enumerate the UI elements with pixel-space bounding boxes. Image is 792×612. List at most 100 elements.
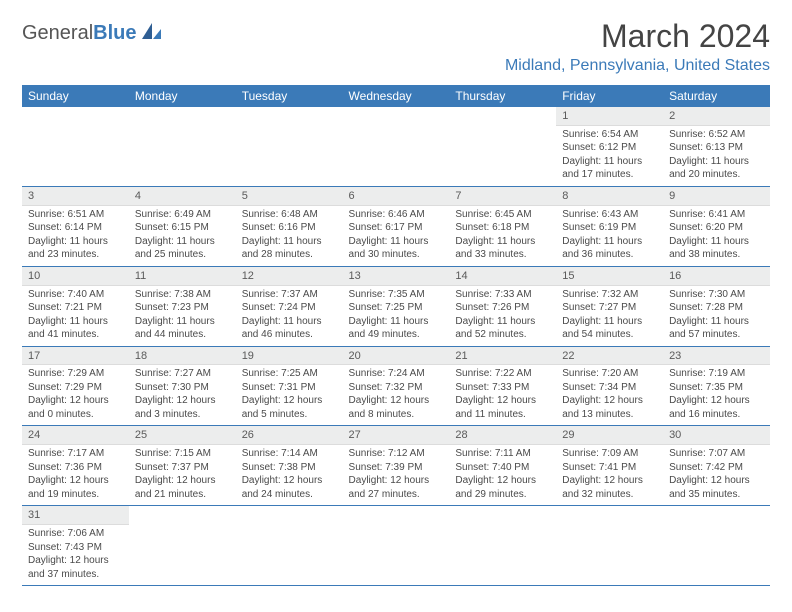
day-details: Sunrise: 7:33 AMSunset: 7:26 PMDaylight:… <box>449 286 556 346</box>
calendar-day: 23Sunrise: 7:19 AMSunset: 7:35 PMDayligh… <box>663 346 770 426</box>
calendar-day: 19Sunrise: 7:25 AMSunset: 7:31 PMDayligh… <box>236 346 343 426</box>
sunset-text: Sunset: 7:26 PM <box>455 301 550 315</box>
day-header: Saturday <box>663 85 770 107</box>
day-number: 15 <box>556 267 663 286</box>
day-number: 7 <box>449 187 556 206</box>
calendar-day: 22Sunrise: 7:20 AMSunset: 7:34 PMDayligh… <box>556 346 663 426</box>
calendar-day: 12Sunrise: 7:37 AMSunset: 7:24 PMDayligh… <box>236 266 343 346</box>
day-details: Sunrise: 7:06 AMSunset: 7:43 PMDaylight:… <box>22 525 129 585</box>
sunset-text: Sunset: 6:14 PM <box>28 221 123 235</box>
day-details: Sunrise: 6:52 AMSunset: 6:13 PMDaylight:… <box>663 126 770 186</box>
sunrise-text: Sunrise: 6:45 AM <box>455 208 550 222</box>
daylight-text: Daylight: 12 hours and 32 minutes. <box>562 474 657 501</box>
daylight-text: Daylight: 11 hours and 57 minutes. <box>669 315 764 342</box>
calendar-day: 15Sunrise: 7:32 AMSunset: 7:27 PMDayligh… <box>556 266 663 346</box>
day-number: 24 <box>22 426 129 445</box>
sunset-text: Sunset: 6:15 PM <box>135 221 230 235</box>
sunrise-text: Sunrise: 7:35 AM <box>349 288 444 302</box>
sunrise-text: Sunrise: 7:22 AM <box>455 367 550 381</box>
day-number: 2 <box>663 107 770 126</box>
day-number: 9 <box>663 187 770 206</box>
location-subtitle: Midland, Pennsylvania, United States <box>505 57 770 75</box>
day-number: 13 <box>343 267 450 286</box>
logo: GeneralBlue <box>22 22 163 45</box>
calendar-day: 31Sunrise: 7:06 AMSunset: 7:43 PMDayligh… <box>22 506 129 586</box>
sunrise-text: Sunrise: 7:40 AM <box>28 288 123 302</box>
sunset-text: Sunset: 7:38 PM <box>242 461 337 475</box>
sunset-text: Sunset: 6:12 PM <box>562 141 657 155</box>
day-header: Sunday <box>22 85 129 107</box>
sunrise-text: Sunrise: 6:54 AM <box>562 128 657 142</box>
sunrise-text: Sunrise: 7:20 AM <box>562 367 657 381</box>
day-details: Sunrise: 7:32 AMSunset: 7:27 PMDaylight:… <box>556 286 663 346</box>
sunrise-text: Sunrise: 7:07 AM <box>669 447 764 461</box>
day-number: 30 <box>663 426 770 445</box>
day-details: Sunrise: 6:48 AMSunset: 6:16 PMDaylight:… <box>236 206 343 266</box>
sunset-text: Sunset: 6:16 PM <box>242 221 337 235</box>
calendar-day: 21Sunrise: 7:22 AMSunset: 7:33 PMDayligh… <box>449 346 556 426</box>
calendar-day: 8Sunrise: 6:43 AMSunset: 6:19 PMDaylight… <box>556 186 663 266</box>
sunset-text: Sunset: 7:32 PM <box>349 381 444 395</box>
day-number: 6 <box>343 187 450 206</box>
day-number: 20 <box>343 347 450 366</box>
calendar-day: 6Sunrise: 6:46 AMSunset: 6:17 PMDaylight… <box>343 186 450 266</box>
sunset-text: Sunset: 6:19 PM <box>562 221 657 235</box>
sunrise-text: Sunrise: 7:09 AM <box>562 447 657 461</box>
sunset-text: Sunset: 7:30 PM <box>135 381 230 395</box>
sunset-text: Sunset: 6:13 PM <box>669 141 764 155</box>
sunset-text: Sunset: 7:40 PM <box>455 461 550 475</box>
daylight-text: Daylight: 11 hours and 28 minutes. <box>242 235 337 262</box>
daylight-text: Daylight: 11 hours and 33 minutes. <box>455 235 550 262</box>
day-number: 21 <box>449 347 556 366</box>
day-header: Tuesday <box>236 85 343 107</box>
sunset-text: Sunset: 7:29 PM <box>28 381 123 395</box>
day-number: 5 <box>236 187 343 206</box>
page-header: GeneralBlue March 2024 Midland, Pennsylv… <box>22 18 770 75</box>
day-details: Sunrise: 7:20 AMSunset: 7:34 PMDaylight:… <box>556 365 663 425</box>
sunrise-text: Sunrise: 7:19 AM <box>669 367 764 381</box>
calendar-day <box>663 506 770 586</box>
sunset-text: Sunset: 6:18 PM <box>455 221 550 235</box>
day-details: Sunrise: 7:09 AMSunset: 7:41 PMDaylight:… <box>556 445 663 505</box>
day-number: 31 <box>22 506 129 525</box>
day-details: Sunrise: 7:24 AMSunset: 7:32 PMDaylight:… <box>343 365 450 425</box>
day-details: Sunrise: 7:38 AMSunset: 7:23 PMDaylight:… <box>129 286 236 346</box>
calendar-day <box>556 506 663 586</box>
day-details: Sunrise: 6:46 AMSunset: 6:17 PMDaylight:… <box>343 206 450 266</box>
daylight-text: Daylight: 11 hours and 25 minutes. <box>135 235 230 262</box>
calendar-day: 3Sunrise: 6:51 AMSunset: 6:14 PMDaylight… <box>22 186 129 266</box>
calendar-day: 18Sunrise: 7:27 AMSunset: 7:30 PMDayligh… <box>129 346 236 426</box>
day-details: Sunrise: 7:14 AMSunset: 7:38 PMDaylight:… <box>236 445 343 505</box>
day-number: 25 <box>129 426 236 445</box>
calendar-day <box>236 506 343 586</box>
logo-word2: Blue <box>93 22 136 44</box>
daylight-text: Daylight: 12 hours and 29 minutes. <box>455 474 550 501</box>
sunset-text: Sunset: 7:25 PM <box>349 301 444 315</box>
calendar-day: 28Sunrise: 7:11 AMSunset: 7:40 PMDayligh… <box>449 426 556 506</box>
calendar-day: 10Sunrise: 7:40 AMSunset: 7:21 PMDayligh… <box>22 266 129 346</box>
day-details: Sunrise: 6:45 AMSunset: 6:18 PMDaylight:… <box>449 206 556 266</box>
day-details: Sunrise: 6:54 AMSunset: 6:12 PMDaylight:… <box>556 126 663 186</box>
sunrise-text: Sunrise: 7:29 AM <box>28 367 123 381</box>
sunset-text: Sunset: 6:17 PM <box>349 221 444 235</box>
day-number: 10 <box>22 267 129 286</box>
sunrise-text: Sunrise: 6:48 AM <box>242 208 337 222</box>
sunset-text: Sunset: 7:27 PM <box>562 301 657 315</box>
daylight-text: Daylight: 11 hours and 30 minutes. <box>349 235 444 262</box>
daylight-text: Daylight: 11 hours and 54 minutes. <box>562 315 657 342</box>
sunrise-text: Sunrise: 7:38 AM <box>135 288 230 302</box>
day-details: Sunrise: 7:12 AMSunset: 7:39 PMDaylight:… <box>343 445 450 505</box>
sunrise-text: Sunrise: 7:24 AM <box>349 367 444 381</box>
calendar-day <box>449 506 556 586</box>
daylight-text: Daylight: 12 hours and 35 minutes. <box>669 474 764 501</box>
day-number: 17 <box>22 347 129 366</box>
day-number: 4 <box>129 187 236 206</box>
day-details: Sunrise: 7:11 AMSunset: 7:40 PMDaylight:… <box>449 445 556 505</box>
day-details: Sunrise: 7:19 AMSunset: 7:35 PMDaylight:… <box>663 365 770 425</box>
daylight-text: Daylight: 12 hours and 27 minutes. <box>349 474 444 501</box>
daylight-text: Daylight: 11 hours and 41 minutes. <box>28 315 123 342</box>
calendar-day <box>129 107 236 186</box>
sunset-text: Sunset: 7:41 PM <box>562 461 657 475</box>
daylight-text: Daylight: 12 hours and 21 minutes. <box>135 474 230 501</box>
sunrise-text: Sunrise: 6:51 AM <box>28 208 123 222</box>
